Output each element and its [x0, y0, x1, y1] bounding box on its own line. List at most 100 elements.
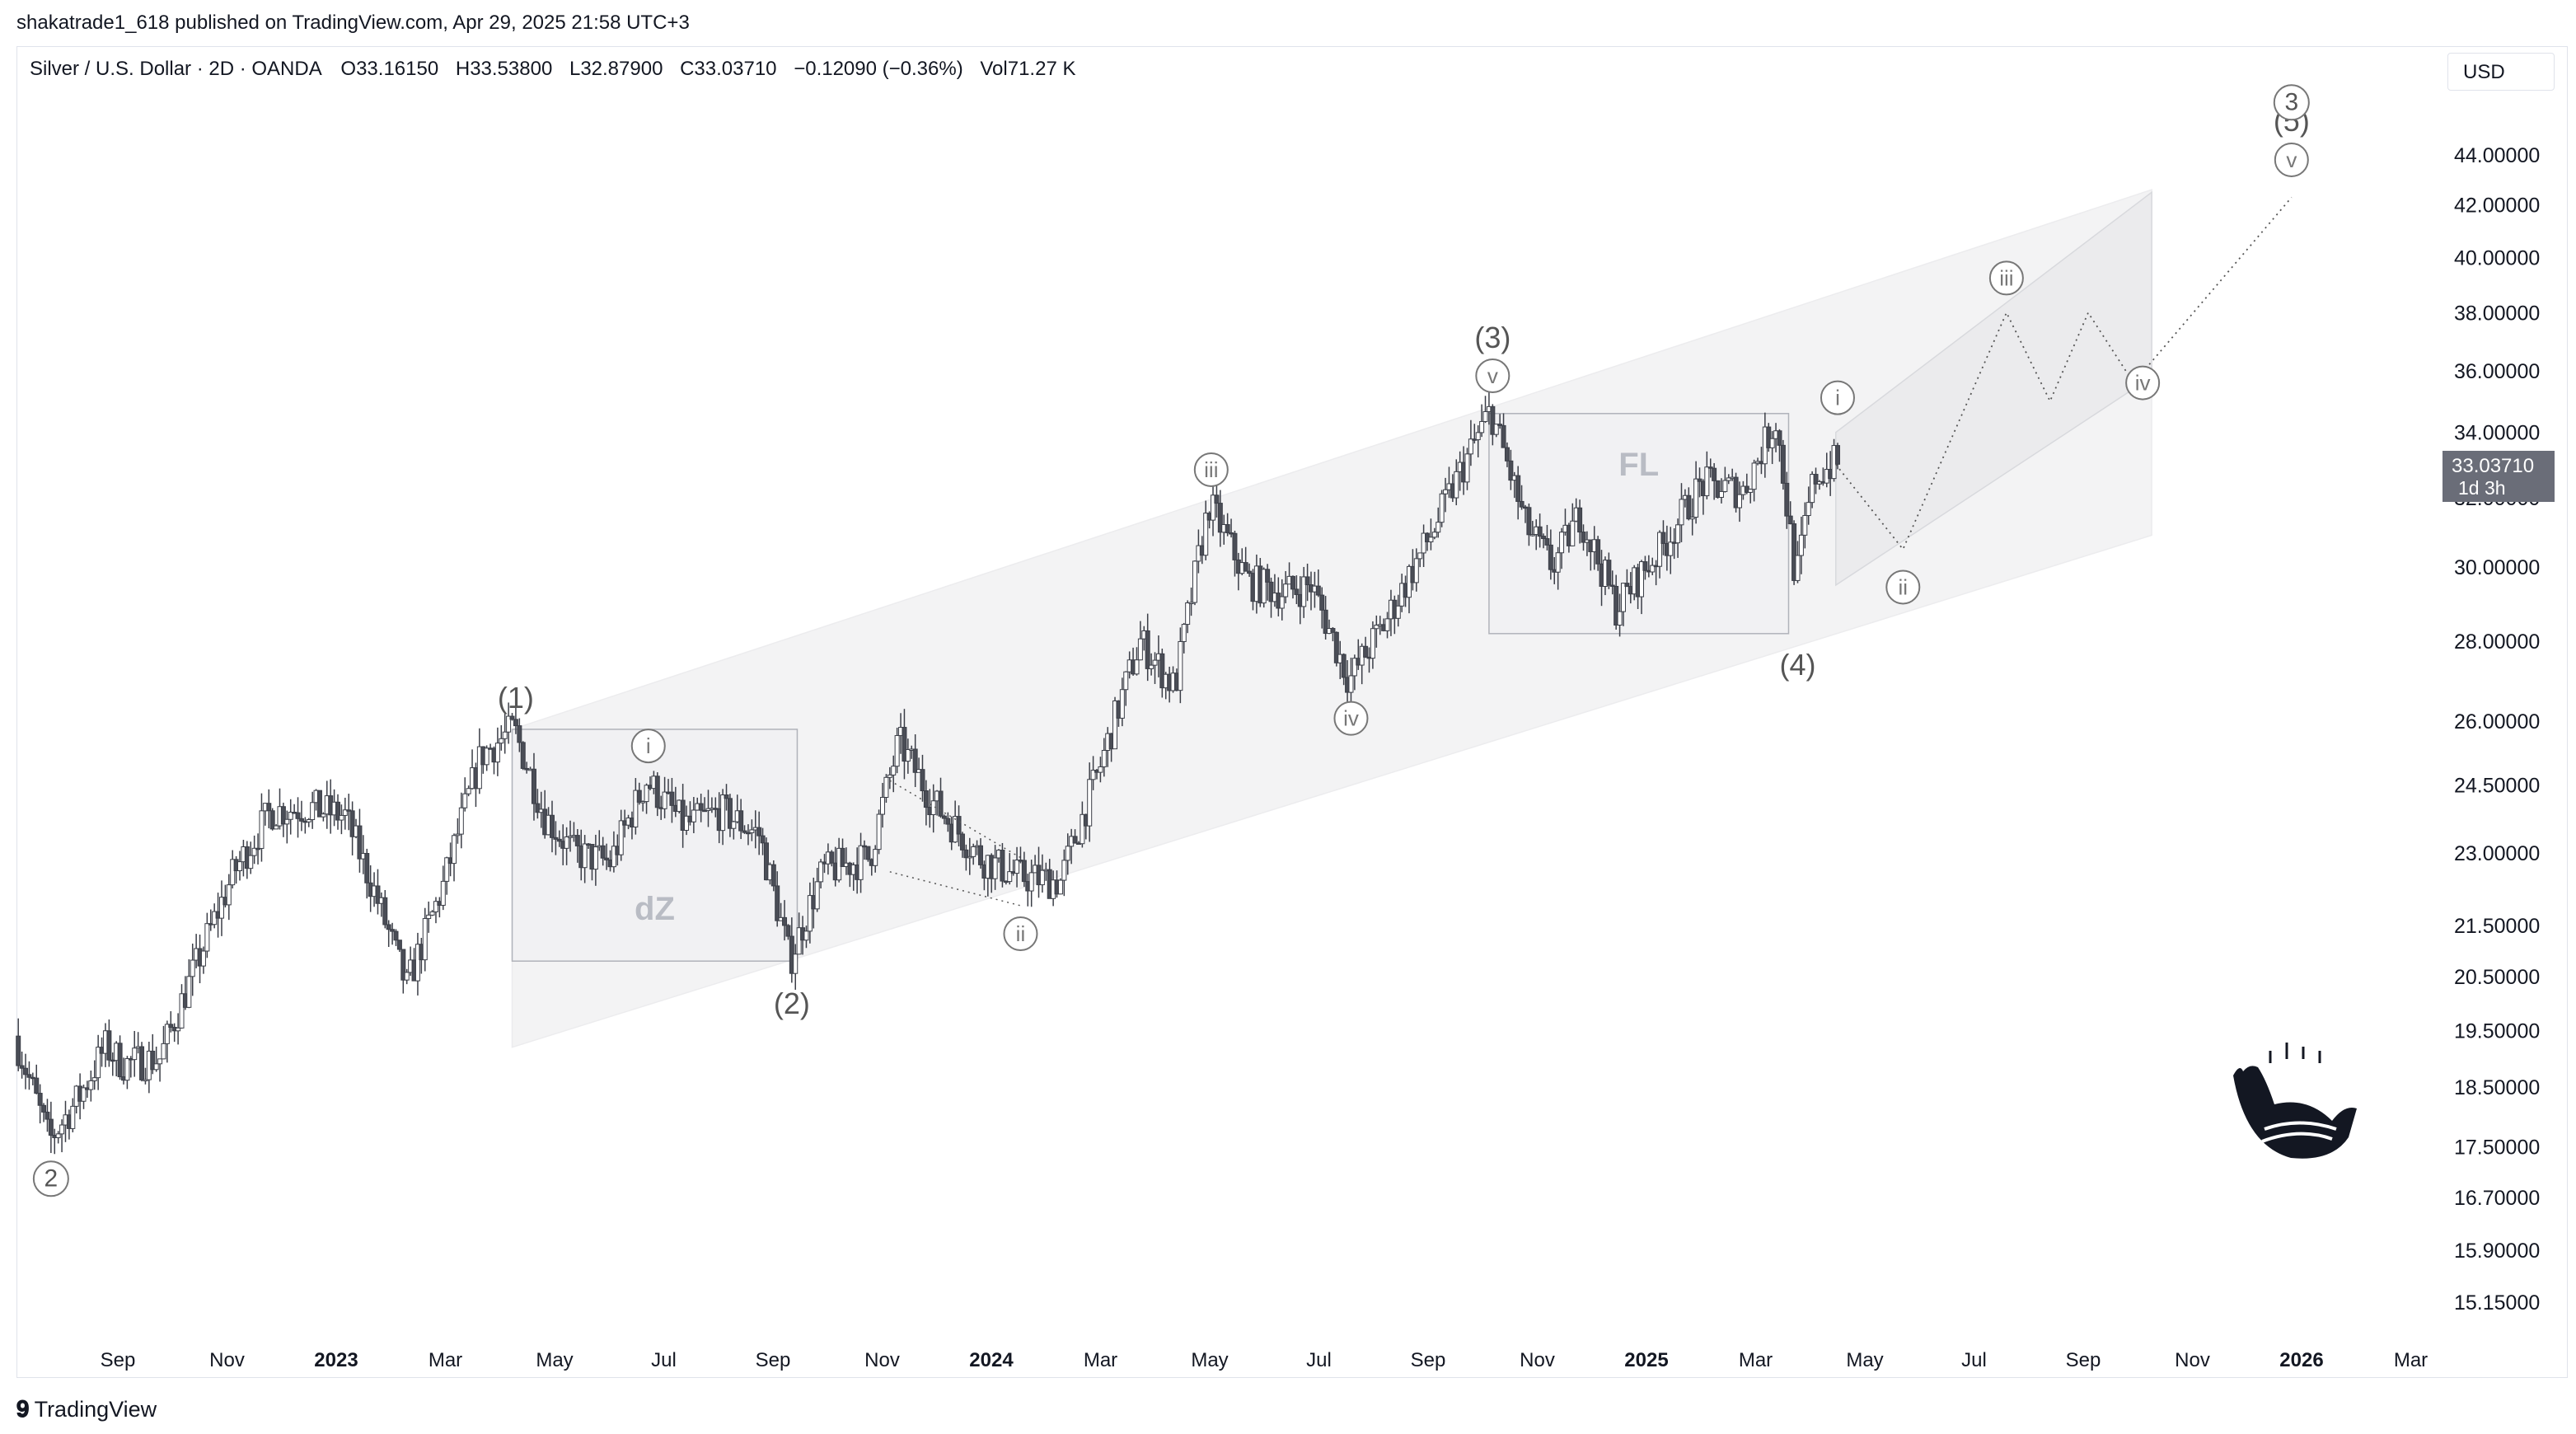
candle[interactable] — [81, 1087, 87, 1102]
candle[interactable] — [316, 790, 322, 818]
candle[interactable] — [218, 897, 224, 919]
candle[interactable] — [785, 925, 791, 937]
candle[interactable] — [124, 1058, 130, 1081]
candle[interactable] — [1624, 583, 1630, 588]
candle[interactable] — [1715, 480, 1721, 498]
candle[interactable] — [1722, 480, 1728, 492]
candle[interactable] — [1072, 836, 1078, 844]
candle[interactable] — [1152, 659, 1158, 666]
candle[interactable] — [284, 818, 290, 825]
candle[interactable] — [509, 715, 515, 720]
candle[interactable] — [1777, 430, 1782, 446]
candle[interactable] — [1614, 585, 1619, 626]
candle[interactable] — [422, 918, 428, 961]
candle[interactable] — [1555, 552, 1561, 573]
candle[interactable] — [342, 809, 348, 816]
candle[interactable] — [1119, 689, 1125, 719]
candle[interactable] — [1813, 474, 1819, 485]
candle[interactable] — [1178, 640, 1183, 691]
candle[interactable] — [186, 976, 192, 1008]
candle[interactable] — [876, 813, 882, 851]
candle[interactable] — [1363, 645, 1369, 658]
candle[interactable] — [742, 830, 747, 833]
candle[interactable] — [494, 743, 500, 763]
candle[interactable] — [274, 825, 279, 830]
candle[interactable] — [549, 814, 555, 838]
candle[interactable] — [1214, 494, 1220, 504]
candle[interactable] — [803, 930, 809, 941]
candle[interactable] — [59, 1124, 65, 1135]
candle[interactable] — [26, 1074, 32, 1078]
candle[interactable] — [440, 880, 446, 906]
candle[interactable] — [476, 746, 482, 790]
candle[interactable] — [724, 794, 729, 799]
candle[interactable] — [1515, 475, 1521, 502]
candle[interactable] — [1736, 494, 1742, 508]
tradingview-footer[interactable]: 𝟗 TradingView — [16, 1396, 157, 1423]
candle[interactable] — [680, 799, 686, 831]
candle[interactable] — [1780, 444, 1786, 484]
candle[interactable] — [288, 811, 293, 820]
candle[interactable] — [143, 1079, 148, 1082]
candle[interactable] — [357, 825, 363, 860]
candle[interactable] — [1806, 502, 1811, 517]
candle[interactable] — [349, 810, 355, 837]
candle[interactable] — [1192, 560, 1197, 603]
candle[interactable] — [1304, 576, 1310, 586]
candle[interactable] — [499, 738, 504, 744]
candle[interactable] — [938, 790, 944, 817]
candle[interactable] — [1544, 538, 1550, 546]
candle[interactable] — [977, 845, 983, 865]
legend-symbol[interactable]: Silver / U.S. Dollar · 2D · OANDA — [30, 58, 322, 80]
candle[interactable] — [1501, 424, 1506, 448]
candle[interactable] — [1541, 536, 1547, 540]
candle[interactable] — [967, 855, 972, 859]
candle[interactable] — [1686, 494, 1692, 520]
candle[interactable] — [902, 727, 907, 762]
candle[interactable] — [1080, 813, 1085, 845]
candle[interactable] — [1112, 700, 1118, 750]
candle[interactable] — [1290, 575, 1295, 590]
candle[interactable] — [1431, 532, 1437, 538]
candle[interactable] — [1577, 507, 1583, 533]
candle[interactable] — [34, 1077, 40, 1094]
candle[interactable] — [1642, 561, 1648, 571]
candle[interactable] — [556, 838, 562, 842]
candle[interactable] — [1468, 438, 1473, 455]
candle[interactable] — [1315, 585, 1321, 596]
candle[interactable] — [814, 881, 820, 910]
candle[interactable] — [150, 1050, 156, 1071]
candle[interactable] — [604, 857, 610, 860]
candle[interactable] — [883, 776, 889, 798]
candle[interactable] — [226, 884, 232, 906]
currency-button[interactable]: USD — [2447, 53, 2555, 91]
candle[interactable] — [1570, 520, 1576, 546]
candle[interactable] — [502, 731, 508, 739]
candle[interactable] — [818, 861, 824, 883]
candle[interactable] — [1802, 515, 1808, 536]
candle[interactable] — [640, 801, 646, 804]
candle[interactable] — [386, 924, 391, 930]
candle[interactable] — [1341, 654, 1347, 678]
candle[interactable] — [204, 923, 210, 952]
candle[interactable] — [992, 857, 998, 879]
candle[interactable] — [1497, 424, 1503, 426]
candle[interactable] — [1810, 474, 1815, 504]
candle[interactable] — [1787, 515, 1793, 525]
candle[interactable] — [1268, 581, 1274, 602]
candle[interactable] — [106, 1030, 112, 1061]
candle[interactable] — [280, 806, 286, 825]
candle[interactable] — [269, 810, 275, 830]
candle[interactable] — [153, 1063, 159, 1071]
candle[interactable] — [1548, 544, 1553, 570]
candle[interactable] — [132, 1047, 138, 1061]
candle[interactable] — [959, 833, 965, 851]
candle[interactable] — [375, 885, 381, 904]
candle[interactable] — [1087, 779, 1093, 827]
candle[interactable] — [1413, 558, 1419, 583]
candle[interactable] — [1294, 588, 1300, 595]
candle[interactable] — [633, 790, 639, 827]
candle[interactable] — [179, 993, 185, 1029]
candle[interactable] — [444, 857, 450, 882]
